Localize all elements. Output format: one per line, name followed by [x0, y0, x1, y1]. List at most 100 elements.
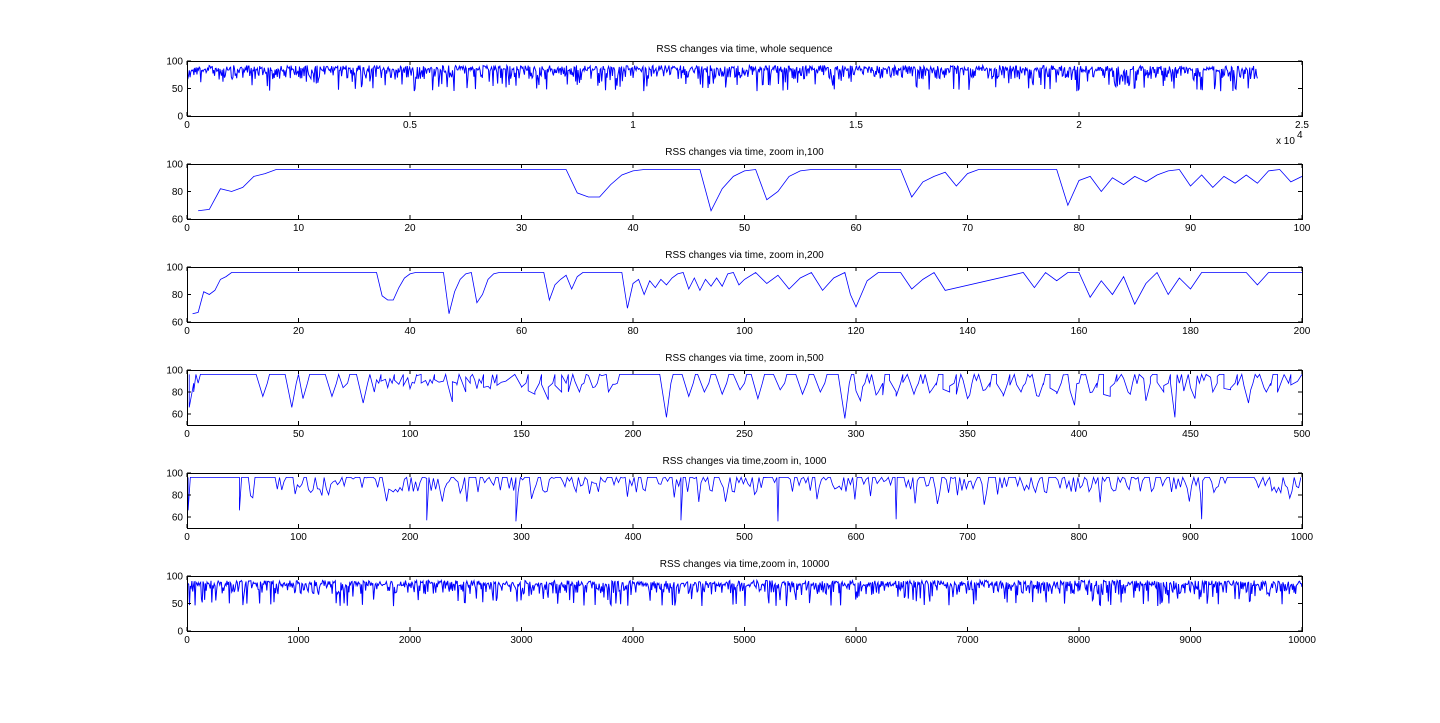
y-tick-label: 100 [166, 572, 183, 583]
x-tick-label: 120 [848, 326, 865, 337]
series-group [187, 475, 1302, 522]
subplot-5: RSS changes via time,zoom in, 1000 0 100 20… [166, 456, 1313, 543]
y-tick-label: 80 [172, 290, 184, 301]
x-tick-label: 500 [736, 532, 753, 543]
subplot-2: RSS changes via time, zoom in,100 0 10 20 30… [166, 147, 1310, 234]
x-tick-label: 700 [959, 532, 976, 543]
series-line [198, 169, 1302, 212]
x-tick-label: 100 [736, 326, 753, 337]
x-tick-label: 90 [1185, 223, 1197, 234]
x-tick-label: 50 [293, 429, 305, 440]
x-tick-label: 2000 [399, 635, 422, 646]
x-tick-label: 80 [627, 326, 639, 337]
y-tick-label: 100 [166, 160, 183, 171]
x-tick-label: 2.5 [1295, 120, 1309, 131]
x-multiplier-label: x 10 [1276, 136, 1295, 147]
x-tick-label: 300 [848, 429, 865, 440]
x-tick-label: 400 [625, 532, 642, 543]
series-line [188, 372, 1302, 419]
x-tick-label: 150 [513, 429, 530, 440]
x-tick-label: 8000 [1068, 635, 1091, 646]
chart-title: RSS changes via time, zoom in,500 [665, 353, 824, 364]
series-line [187, 578, 1302, 607]
y-tick-label: 0 [177, 627, 183, 638]
series-line [187, 63, 1258, 92]
y-tick-label: 50 [172, 84, 184, 95]
chart-title: RSS changes via time, whole sequence [656, 44, 833, 55]
y-tick-label: 100 [166, 469, 183, 480]
x-tick-label: 40 [404, 326, 416, 337]
x-tick-label: 160 [1071, 326, 1088, 337]
y-tick-label: 0 [177, 112, 183, 123]
x-tick-label: 0.5 [403, 120, 417, 131]
x-tick-label: 6000 [845, 635, 868, 646]
x-tick-label: 100 [290, 532, 307, 543]
chart-title: RSS changes via time, zoom in,100 [665, 147, 824, 158]
x-tick-label: 140 [959, 326, 976, 337]
x-tick-label: 450 [1182, 429, 1199, 440]
y-tick-label: 60 [172, 513, 184, 524]
x-multiplier-exponent: 4 [1297, 130, 1303, 141]
x-tick-label: 5000 [733, 635, 756, 646]
x-tick-label: 2 [1076, 120, 1082, 131]
x-tick-label: 1000 [287, 635, 310, 646]
x-tick-label: 0 [184, 326, 190, 337]
x-tick-label: 3000 [510, 635, 533, 646]
series-group [187, 63, 1258, 92]
x-tick-label: 1 [630, 120, 636, 131]
x-tick-label: 900 [1182, 532, 1199, 543]
x-tick-label: 80 [1073, 223, 1085, 234]
x-tick-label: 20 [293, 326, 305, 337]
x-tick-label: 200 [402, 532, 419, 543]
x-tick-label: 1.5 [849, 120, 863, 131]
y-tick-label: 80 [172, 187, 184, 198]
x-tick-label: 20 [404, 223, 416, 234]
x-tick-label: 800 [1071, 532, 1088, 543]
x-tick-label: 0 [184, 120, 190, 131]
chart-title: RSS changes via time,zoom in, 10000 [660, 559, 830, 570]
x-tick-label: 300 [513, 532, 530, 543]
series-line [192, 271, 1302, 315]
series-line [187, 475, 1302, 522]
x-tick-label: 70 [962, 223, 974, 234]
chart-title: RSS changes via time,zoom in, 1000 [663, 456, 827, 467]
x-tick-label: 7000 [956, 635, 979, 646]
subplot-1: RSS changes via time, whole sequence 0 0.5… [166, 44, 1309, 147]
series-group [198, 169, 1302, 212]
x-tick-label: 180 [1182, 326, 1199, 337]
y-tick-label: 50 [172, 599, 184, 610]
y-tick-label: 80 [172, 491, 184, 502]
x-tick-label: 350 [959, 429, 976, 440]
x-tick-label: 100 [1294, 223, 1311, 234]
y-tick-label: 60 [172, 215, 184, 226]
x-tick-label: 10000 [1288, 635, 1316, 646]
x-tick-label: 0 [184, 635, 190, 646]
x-tick-label: 200 [625, 429, 642, 440]
x-tick-label: 40 [627, 223, 639, 234]
subplot-4: RSS changes via time, zoom in,500 0 50 100 1… [166, 353, 1310, 440]
subplot-3: RSS changes via time, zoom in,200 0 20 40 60… [166, 250, 1310, 337]
x-tick-label: 250 [736, 429, 753, 440]
y-tick-label: 80 [172, 388, 184, 399]
series-group [192, 271, 1302, 315]
y-tick-label: 60 [172, 410, 184, 421]
x-tick-label: 30 [516, 223, 528, 234]
x-tick-label: 1000 [1291, 532, 1314, 543]
x-tick-label: 4000 [622, 635, 645, 646]
series-group [187, 578, 1302, 607]
x-tick-label: 10 [293, 223, 305, 234]
x-tick-label: 0 [184, 429, 190, 440]
x-tick-label: 200 [1294, 326, 1311, 337]
y-tick-label: 100 [166, 57, 183, 68]
x-tick-label: 400 [1071, 429, 1088, 440]
x-tick-label: 500 [1294, 429, 1311, 440]
x-tick-label: 100 [402, 429, 419, 440]
x-tick-label: 600 [848, 532, 865, 543]
chart-title: RSS changes via time, zoom in,200 [665, 250, 824, 261]
series-group [188, 372, 1302, 419]
y-tick-label: 100 [166, 263, 183, 274]
x-tick-label: 60 [516, 326, 528, 337]
